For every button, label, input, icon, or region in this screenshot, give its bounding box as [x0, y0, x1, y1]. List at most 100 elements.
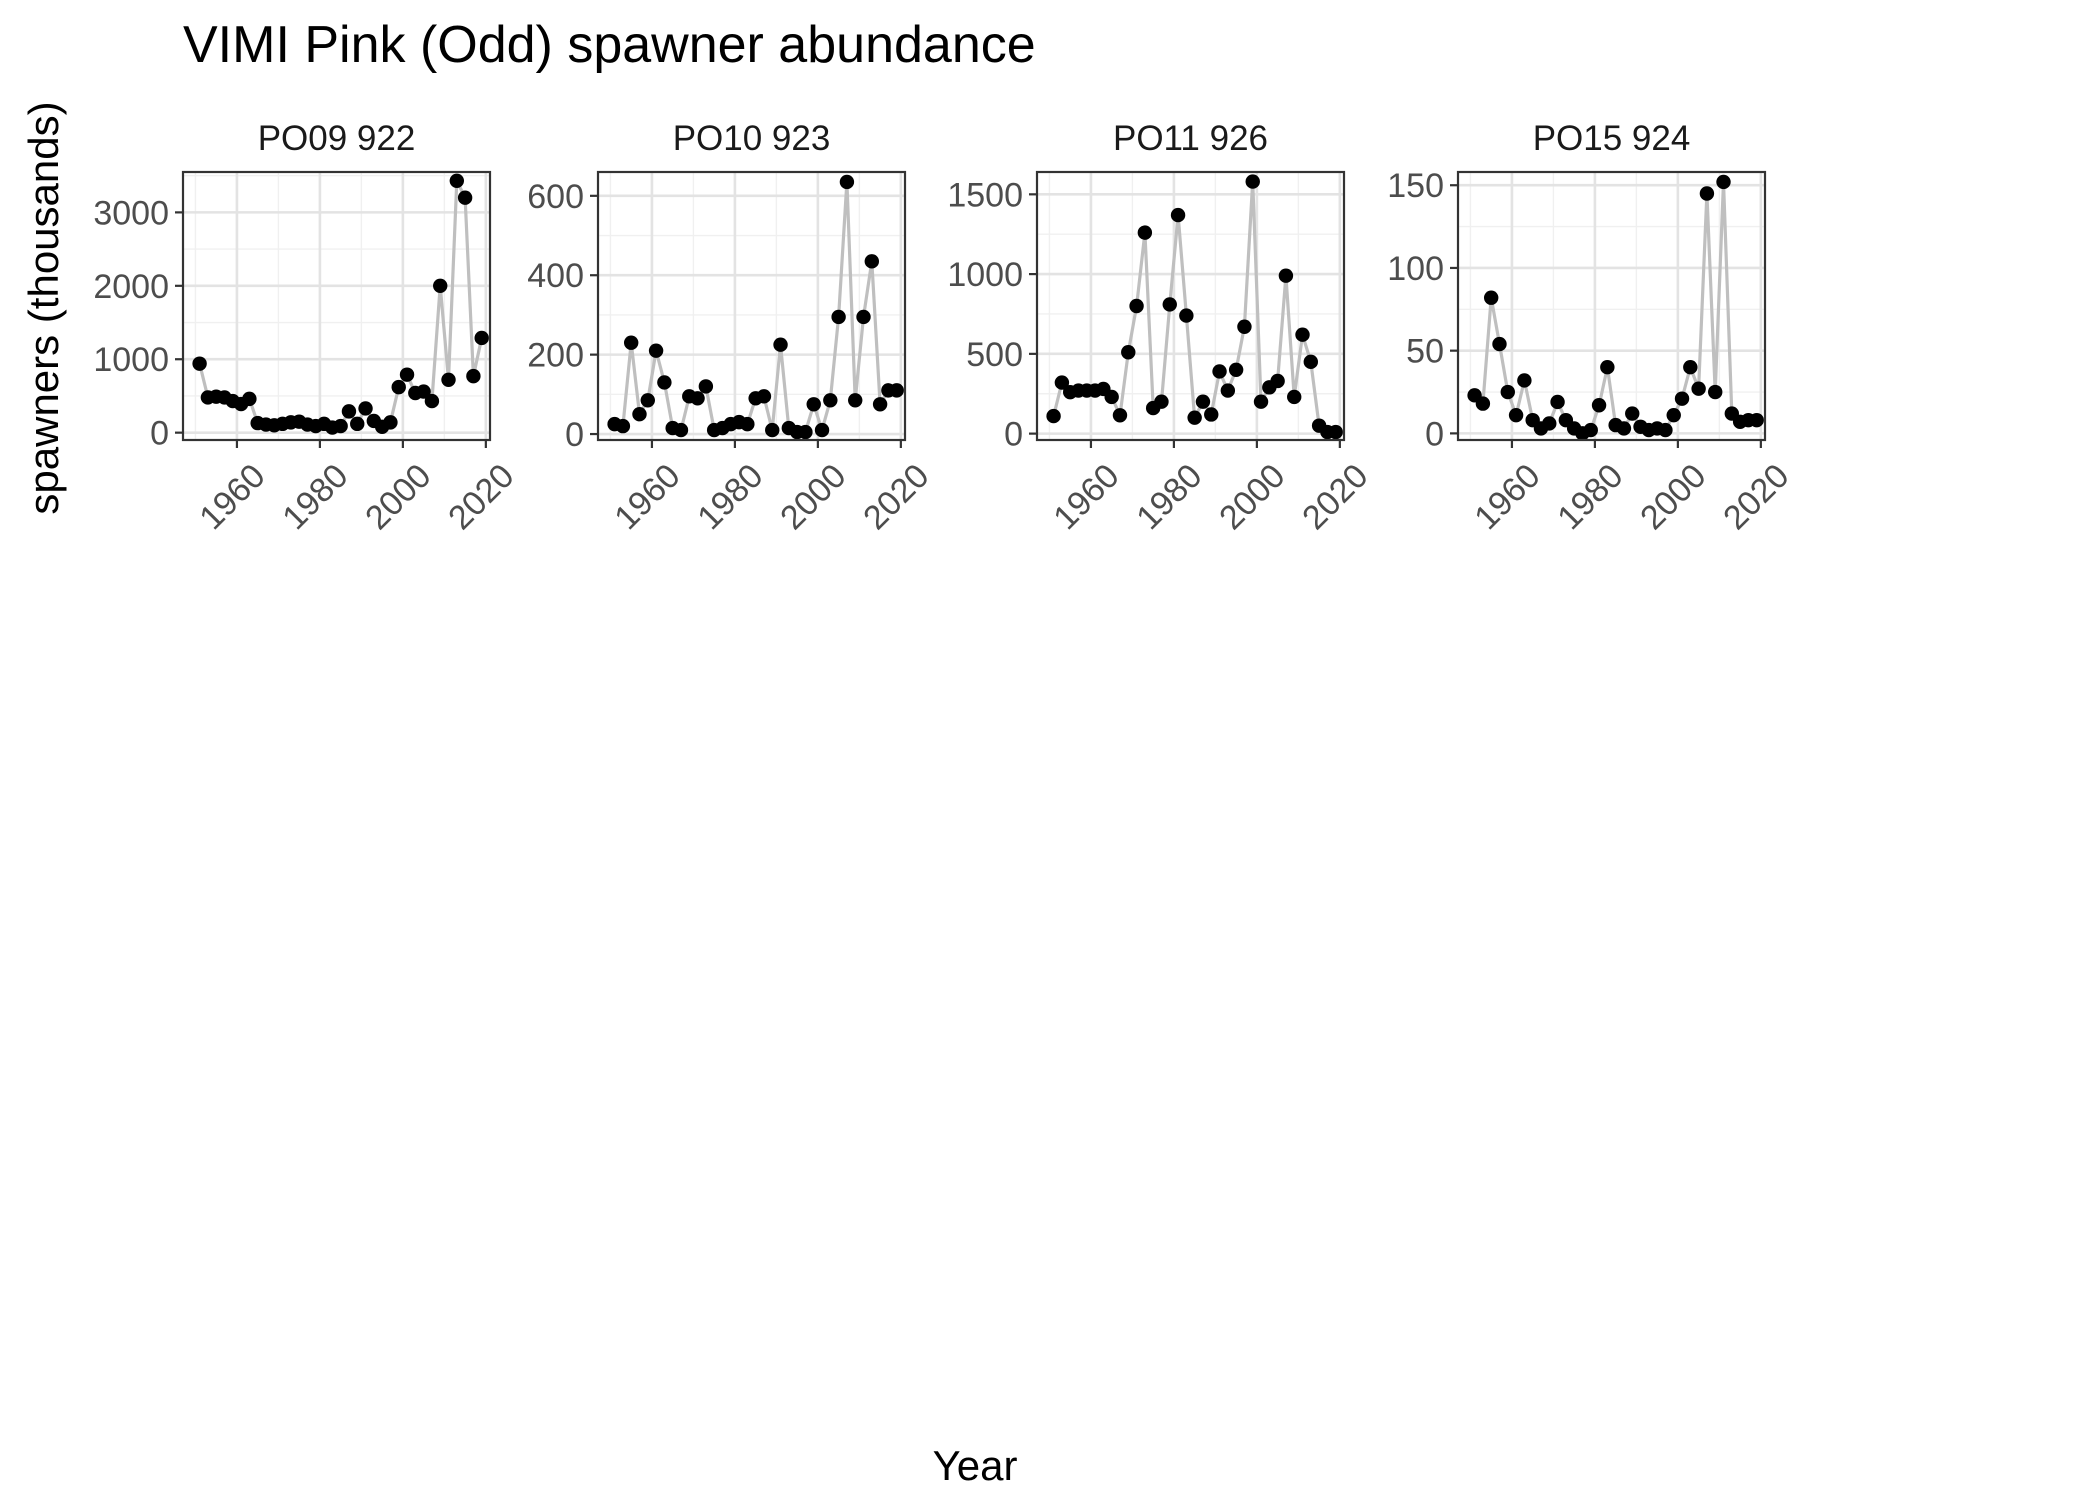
data-point [756, 389, 772, 404]
data-point [424, 393, 440, 409]
data-point [1583, 422, 1598, 438]
data-point [1112, 408, 1128, 423]
data-point [1749, 412, 1764, 428]
data-point [474, 330, 489, 346]
facet-label: PO15 924 [1533, 119, 1691, 158]
data-point [1237, 319, 1252, 334]
data-point [640, 393, 655, 408]
data-point [798, 424, 813, 440]
data-point [1699, 186, 1715, 201]
x-tick-label: 2020 [441, 457, 521, 537]
y-axis-title: spawners (thousands) [20, 101, 67, 514]
y-tick-label: 1500 [947, 176, 1023, 214]
y-tick-label: 0 [150, 415, 169, 453]
data-point [1121, 345, 1136, 360]
data-point [1591, 398, 1607, 413]
data-point [350, 416, 365, 432]
y-tick-label: 2000 [93, 268, 169, 306]
data-point [740, 416, 755, 432]
y-tick-label: 200 [527, 337, 584, 375]
data-point [657, 375, 672, 390]
data-point [441, 372, 456, 387]
data-point [1154, 394, 1169, 409]
data-point [1220, 383, 1236, 398]
data-point [1666, 407, 1681, 423]
data-point [1270, 373, 1285, 389]
data-point [1475, 396, 1491, 411]
facet-label: PO09 922 [258, 119, 416, 158]
x-tick-label: 2020 [1716, 457, 1796, 537]
data-point [1616, 421, 1632, 436]
x-tick-label: 1980 [1129, 457, 1209, 537]
y-tick-label: 600 [527, 178, 584, 216]
y-tick-label: 150 [1387, 167, 1444, 205]
data-point [391, 379, 406, 395]
x-tick-label: 1960 [607, 457, 687, 537]
data-point [848, 393, 863, 408]
x-axis-title: Year [933, 1442, 1018, 1489]
data-point [1195, 394, 1211, 409]
data-point [449, 173, 465, 189]
data-point [615, 418, 631, 434]
x-tick-label: 1960 [192, 457, 272, 537]
data-point [1550, 394, 1565, 410]
y-tick-label: 400 [527, 257, 584, 295]
y-tick-label: 1000 [93, 341, 169, 379]
x-tick-label: 1980 [275, 457, 355, 537]
series-line [198, 180, 484, 430]
facet-panel: PO10 923 0 200 400 600 1960 1980 2000 2020 [527, 119, 936, 537]
data-point [1517, 373, 1532, 388]
data-point [1303, 354, 1319, 370]
data-point [466, 368, 481, 384]
data-point [1104, 389, 1119, 405]
data-point [648, 343, 664, 358]
data-point [623, 335, 639, 350]
data-point [839, 174, 855, 190]
data-point [1054, 375, 1070, 390]
data-point [690, 391, 705, 406]
data-point [383, 415, 398, 430]
x-tick-label: 1960 [1046, 457, 1126, 537]
data-point [1278, 268, 1294, 283]
data-point [1658, 422, 1673, 438]
data-point [889, 383, 904, 398]
data-point [1204, 407, 1219, 422]
data-point [1600, 360, 1615, 375]
data-point [433, 278, 448, 294]
panel-border [1456, 170, 1767, 442]
data-point [1295, 327, 1310, 342]
y-tick-label: 0 [565, 416, 584, 454]
data-point [806, 397, 821, 412]
data-point [1253, 394, 1269, 409]
data-point [416, 384, 431, 399]
facet-label: PO11 926 [1113, 119, 1268, 158]
data-point [192, 356, 207, 371]
data-point [1691, 381, 1706, 396]
data-point [457, 190, 473, 205]
data-point [1708, 384, 1723, 400]
data-point [1245, 174, 1260, 189]
data-point [1683, 360, 1698, 375]
panel-border [596, 170, 907, 442]
y-tick-label: 50 [1406, 333, 1444, 371]
data-point [242, 391, 257, 407]
x-tick-label: 1980 [1550, 457, 1630, 537]
data-point [1625, 406, 1640, 421]
data-point [814, 422, 830, 438]
data-point [831, 309, 846, 325]
x-tick-label: 1960 [1467, 457, 1547, 537]
x-tick-label: 2020 [856, 457, 936, 537]
facet-panel: PO15 924 0 50 100 150 1960 1980 2000 2020 [1387, 119, 1796, 537]
data-point [1170, 207, 1186, 223]
data-point [1328, 424, 1343, 440]
x-tick-label: 2000 [358, 457, 438, 537]
data-point [1483, 290, 1499, 305]
facet-label: PO10 923 [673, 119, 831, 158]
y-tick-label: 3000 [93, 194, 169, 232]
data-point [872, 397, 888, 412]
data-point [765, 422, 780, 438]
panel-border [1035, 170, 1346, 442]
data-point [856, 309, 871, 325]
data-point [1674, 391, 1690, 406]
